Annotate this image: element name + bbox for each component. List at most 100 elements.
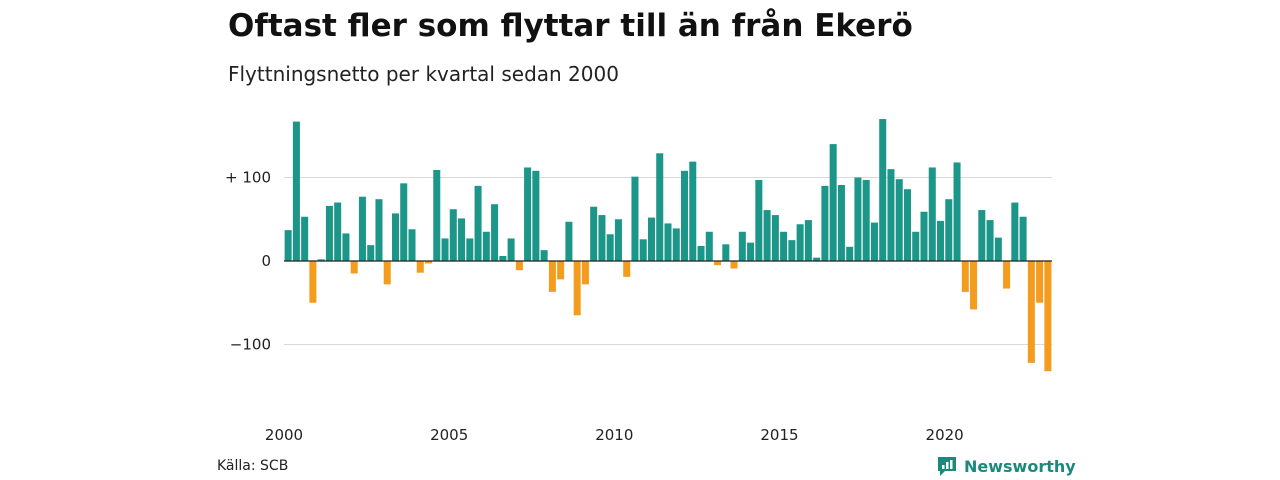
y-tick-label: −100: [230, 336, 271, 354]
bar[interactable]: [466, 238, 474, 261]
bar[interactable]: [920, 211, 928, 262]
bar[interactable]: [350, 261, 358, 274]
bar[interactable]: [961, 261, 969, 292]
bar[interactable]: [829, 144, 837, 261]
bar[interactable]: [771, 215, 779, 261]
bar[interactable]: [491, 204, 499, 261]
bar[interactable]: [970, 261, 978, 310]
bar[interactable]: [813, 257, 821, 261]
bar[interactable]: [590, 206, 598, 261]
bar[interactable]: [358, 196, 366, 261]
bar[interactable]: [796, 224, 804, 261]
bar[interactable]: [697, 245, 705, 261]
bar[interactable]: [895, 179, 903, 261]
bar[interactable]: [375, 199, 383, 261]
bar[interactable]: [548, 261, 556, 292]
bar[interactable]: [854, 177, 862, 262]
bar[interactable]: [317, 259, 325, 261]
bar[interactable]: [903, 189, 911, 261]
bar[interactable]: [912, 231, 920, 261]
bar[interactable]: [540, 250, 548, 262]
bar[interactable]: [325, 205, 333, 261]
bar[interactable]: [292, 121, 300, 261]
bar[interactable]: [722, 244, 730, 261]
brand-logo[interactable]: Newsworthy: [936, 455, 1076, 477]
y-tick-label: 0: [261, 252, 271, 270]
bar[interactable]: [433, 169, 441, 262]
bar[interactable]: [408, 229, 416, 261]
bar[interactable]: [738, 231, 746, 261]
bar[interactable]: [1011, 202, 1019, 261]
bar[interactable]: [747, 242, 755, 261]
bar[interactable]: [837, 185, 845, 261]
bar[interactable]: [1027, 261, 1035, 363]
bar[interactable]: [309, 261, 317, 303]
bar[interactable]: [986, 220, 994, 261]
x-tick-label: 2000: [265, 426, 303, 444]
bar[interactable]: [846, 246, 854, 262]
bar[interactable]: [400, 183, 408, 261]
bar[interactable]: [821, 185, 829, 261]
bar[interactable]: [714, 261, 722, 266]
bar[interactable]: [1019, 216, 1027, 261]
bar[interactable]: [391, 213, 399, 261]
bar[interactable]: [557, 261, 565, 280]
bar[interactable]: [928, 167, 936, 261]
bar[interactable]: [334, 202, 342, 261]
bar[interactable]: [598, 215, 606, 261]
bar[interactable]: [631, 176, 639, 261]
bar[interactable]: [887, 169, 895, 261]
bar[interactable]: [953, 162, 961, 261]
bar[interactable]: [870, 222, 878, 261]
bar[interactable]: [507, 238, 515, 261]
bar[interactable]: [565, 221, 573, 261]
x-tick-label: 2010: [595, 426, 633, 444]
bar[interactable]: [458, 218, 466, 261]
bar[interactable]: [474, 185, 482, 261]
bar[interactable]: [482, 231, 490, 261]
bar[interactable]: [342, 233, 350, 261]
bar[interactable]: [524, 167, 532, 261]
bar[interactable]: [1003, 261, 1011, 289]
bar[interactable]: [788, 240, 796, 262]
bar[interactable]: [606, 234, 614, 261]
bar[interactable]: [937, 220, 945, 261]
bar[interactable]: [623, 261, 631, 277]
bar[interactable]: [367, 245, 375, 261]
bar[interactable]: [945, 199, 953, 261]
bar[interactable]: [515, 261, 523, 271]
bar[interactable]: [301, 216, 309, 261]
bar[interactable]: [499, 255, 507, 261]
bar[interactable]: [664, 223, 672, 261]
bar[interactable]: [994, 237, 1002, 261]
bar[interactable]: [730, 261, 738, 269]
bar[interactable]: [573, 261, 581, 316]
x-tick-label: 2015: [760, 426, 798, 444]
bar[interactable]: [763, 210, 771, 261]
bar[interactable]: [581, 261, 589, 285]
bar[interactable]: [681, 170, 689, 261]
bar[interactable]: [383, 261, 391, 285]
bar[interactable]: [1044, 261, 1052, 372]
bar[interactable]: [705, 231, 713, 261]
bar[interactable]: [441, 238, 449, 261]
bar[interactable]: [416, 261, 424, 273]
bar[interactable]: [647, 217, 655, 261]
bar[interactable]: [780, 231, 788, 261]
chart-title: Oftast fler som flyttar till än från Eke…: [228, 8, 913, 44]
bar[interactable]: [862, 180, 870, 261]
bar[interactable]: [532, 170, 540, 261]
bar[interactable]: [672, 228, 680, 261]
bar[interactable]: [689, 161, 697, 261]
bar[interactable]: [284, 230, 292, 261]
bar[interactable]: [804, 220, 812, 261]
bar[interactable]: [425, 261, 433, 264]
bar[interactable]: [879, 119, 887, 261]
bar[interactable]: [449, 209, 457, 261]
bar[interactable]: [614, 219, 622, 261]
bar[interactable]: [978, 210, 986, 261]
bar[interactable]: [1036, 261, 1044, 303]
bar[interactable]: [639, 239, 647, 261]
bar[interactable]: [755, 180, 763, 261]
bar[interactable]: [656, 153, 664, 261]
